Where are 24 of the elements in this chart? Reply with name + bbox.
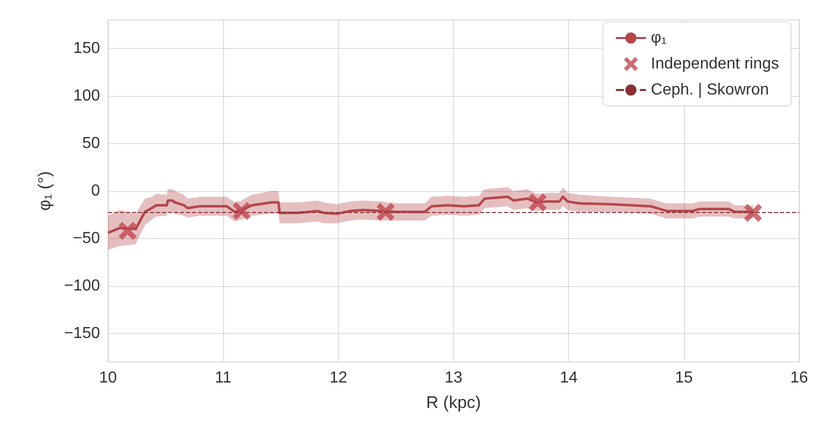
y-axis-title: φ₁ (°) <box>35 171 54 211</box>
x-tick-label: 14 <box>560 370 578 386</box>
y-tick-label: 50 <box>82 135 100 152</box>
legend-label: Ceph. | Skowron <box>650 82 769 98</box>
x-tick-label: 13 <box>444 370 463 386</box>
point <box>744 204 762 222</box>
point <box>118 222 137 240</box>
x-tick-label: 11 <box>214 370 232 386</box>
y-tick-label: 150 <box>73 40 100 57</box>
legend-label: Independent rings <box>650 56 780 72</box>
y-tick-label: 0 <box>91 182 100 200</box>
y-tick-label: −50 <box>72 230 100 247</box>
x-tick-label: 16 <box>790 370 808 386</box>
point <box>376 202 395 221</box>
x-axis-title: R (kpc) <box>426 393 481 412</box>
legend-label: φ₁ <box>650 30 667 46</box>
x-tick-label: 15 <box>675 370 693 386</box>
y-tick-label: 100 <box>73 88 100 104</box>
x-tick-label: 12 <box>329 370 348 386</box>
point <box>528 193 547 212</box>
point <box>232 202 251 220</box>
y-tick-label: −150 <box>64 325 100 342</box>
x-tick-label: 10 <box>99 370 117 386</box>
y-tick-label: −100 <box>64 278 100 294</box>
